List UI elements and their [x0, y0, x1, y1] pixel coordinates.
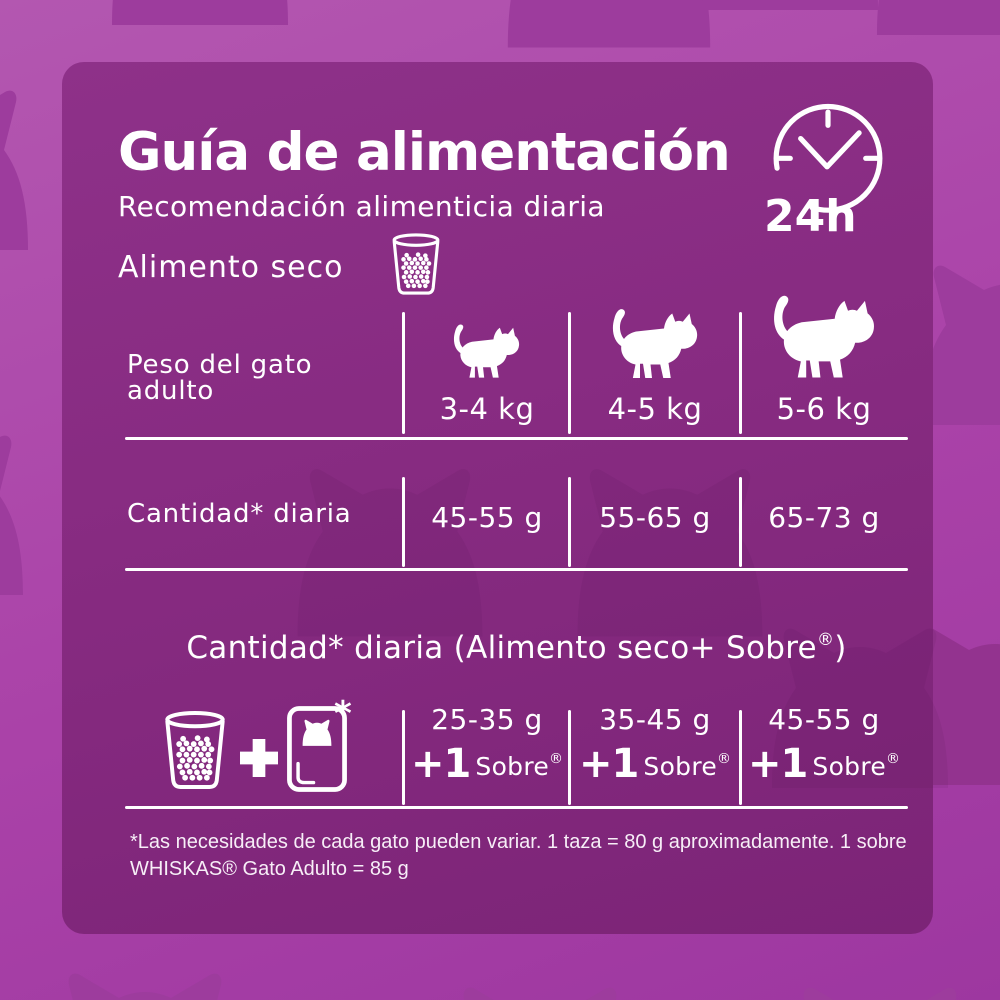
cat-large-icon [774, 295, 875, 378]
footnote-line-1: *Las necesidades de cada gato pueden var… [130, 831, 907, 853]
weight-col-1: 3-4 kg [439, 392, 535, 426]
kibble-cup-icon [392, 233, 440, 295]
sachet-pouch-icon [287, 706, 347, 792]
sobre-label: Sobre [475, 752, 550, 781]
combo-title-main: Cantidad* diaria (Alimento seco+ Sobre [186, 630, 817, 666]
column-separator [739, 477, 742, 567]
plus-one-label: +1 [747, 741, 808, 787]
weight-row-label-line2: adulto [127, 376, 215, 406]
kibble-cup-icon [165, 711, 225, 789]
combo-amount-col-2: 35-45 g [599, 703, 711, 736]
dry-amount-col-1: 45-55 g [431, 501, 543, 534]
combo-amount-col-3: 45-55 g [768, 703, 880, 736]
column-separator [402, 477, 405, 567]
combo-extra-col-2: +1 Sobre® [579, 741, 731, 787]
clock-24h-label: 24h [764, 191, 857, 242]
column-separator [568, 477, 571, 567]
cat-medium-icon [612, 309, 698, 378]
plus-icon [240, 739, 278, 777]
combo-section-title: Cantidad* diaria (Alimento seco+ Sobre®) [125, 630, 908, 666]
sobre-label: Sobre [643, 752, 718, 781]
plus-one-label: +1 [578, 741, 639, 787]
weight-col-2: 4-5 kg [607, 392, 703, 426]
column-separator [739, 312, 742, 434]
clock-24h-icon [773, 103, 883, 213]
pouch-asterisk: * [334, 694, 352, 734]
dry-amount-col-3: 65-73 g [768, 501, 880, 534]
cat-small-icon [453, 324, 520, 378]
registered-mark: ® [717, 751, 732, 767]
table-rule-2 [125, 568, 908, 571]
combo-amount-col-1: 25-35 g [431, 703, 543, 736]
dry-amount-col-2: 55-65 g [599, 501, 711, 534]
footnote-line-2: WHISKAS® Gato Adulto = 85 g [130, 858, 409, 880]
combo-extra-col-3: +1 Sobre® [748, 741, 900, 787]
kibble-dots [401, 252, 432, 289]
table-rule-3 [125, 806, 908, 809]
plus-one-label: +1 [410, 741, 471, 787]
registered-mark: ® [549, 751, 564, 767]
sobre-label: Sobre [812, 752, 887, 781]
amount-row-label: Cantidad* diaria [127, 499, 352, 529]
column-separator [568, 312, 571, 434]
registered-mark: ® [816, 630, 835, 650]
dry-food-label: Alimento seco [118, 250, 344, 285]
column-separator [402, 710, 405, 805]
page-title: Guía de alimentación [118, 122, 731, 183]
column-separator [739, 710, 742, 805]
registered-mark: ® [886, 751, 901, 767]
weight-row-label: Peso del gato adulto [127, 352, 312, 404]
column-separator [568, 710, 571, 805]
column-separator [402, 312, 405, 434]
table-rule-1 [125, 437, 908, 440]
combo-extra-col-1: +1 Sobre® [411, 741, 563, 787]
weight-row-label-line1: Peso del gato [127, 350, 313, 380]
weight-col-3: 5-6 kg [776, 392, 872, 426]
page-subtitle: Recomendación alimenticia diaria [118, 190, 605, 223]
combo-title-close: ) [834, 630, 847, 666]
